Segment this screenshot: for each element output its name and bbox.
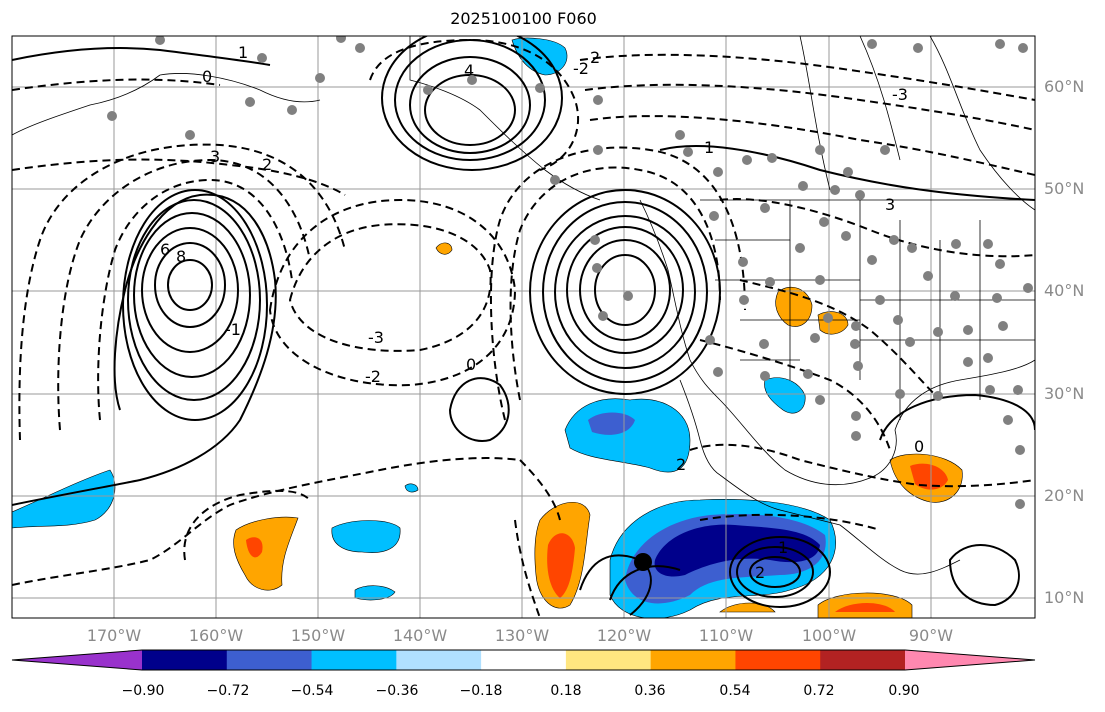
lon-label: 120°W [596, 626, 652, 645]
contour-label: 2 [755, 563, 765, 582]
shade-blue-small [354, 585, 396, 601]
colorbar-extend-low [12, 650, 142, 670]
lat-label: 60°N [1044, 77, 1085, 96]
lat-label: 50°N [1044, 179, 1085, 198]
contour-label: 4 [464, 61, 474, 80]
contour-label: 1 [778, 538, 788, 557]
shade-darkblue-gulf [588, 412, 635, 435]
contours [12, 36, 1035, 618]
contour-labels: 0 1 2 3 4 6 8 -1 -2 -3 2 3 1 0 1 2 2 -2 … [160, 43, 924, 582]
colorbar-segment [142, 650, 228, 670]
contour-label: 2 [590, 48, 600, 67]
contour-label: 3 [210, 147, 220, 166]
contour-label: 0 [202, 67, 212, 86]
colorbar-tick: −0.18 [459, 683, 503, 699]
lat-label: 10°N [1044, 588, 1085, 607]
lon-label: 100°W [801, 626, 857, 645]
contour-label: 2 [262, 155, 272, 174]
colorbar-segment [650, 650, 736, 670]
colorbar-tick: −0.36 [375, 683, 419, 699]
contour-label: 3 [885, 195, 895, 214]
lon-label: 170°W [86, 626, 142, 645]
lat-label: 40°N [1044, 281, 1085, 300]
shade-blue-tiny [404, 483, 419, 493]
colorbar-tick: −0.54 [290, 683, 334, 699]
colorbar-tick: 0.90 [888, 683, 920, 699]
contour-label: 0 [466, 355, 476, 374]
shaded-anomalies [12, 37, 963, 618]
contour-label: -3 [892, 85, 908, 104]
lon-label: 150°W [290, 626, 346, 645]
colorbar-tick: 0.36 [634, 683, 666, 699]
shade-orange-hawaii [233, 516, 299, 591]
colorbar-segment [735, 650, 821, 670]
graticule [12, 36, 1035, 618]
colorbar-segment [396, 650, 482, 670]
colorbar-tick: 0.72 [803, 683, 835, 699]
colorbar-extend-high [905, 650, 1035, 670]
colorbar-tick: 0.18 [550, 683, 582, 699]
contour-label: 8 [176, 247, 186, 266]
contour-label: -2 [365, 367, 381, 386]
colorbar-segment [820, 650, 906, 670]
colorbar-segment [565, 650, 652, 670]
colorbar [11, 649, 1036, 671]
station-dots [107, 36, 1033, 509]
colorbar-tick: −0.72 [206, 683, 250, 699]
shade-red-pacific [547, 533, 575, 598]
lon-label: 140°W [392, 626, 448, 645]
colorbar-segment [311, 650, 397, 670]
contour-label: -3 [368, 328, 384, 347]
shade-red-south2 [835, 603, 895, 612]
coastlines [12, 36, 1035, 575]
colorbar-outline [11, 649, 1036, 671]
lat-label: 30°N [1044, 384, 1085, 403]
contour-label: -1 [225, 320, 241, 339]
shade-red-hawaii [246, 537, 263, 558]
contour-label: 6 [160, 240, 170, 259]
colorbar-tick: 0.54 [719, 683, 751, 699]
contour-label: 1 [238, 43, 248, 62]
colorbar-tick: −0.90 [121, 683, 165, 699]
shade-red-gulf-east [910, 463, 948, 490]
lon-label: 110°W [698, 626, 754, 645]
shade-blue-central [331, 520, 401, 553]
colorbar-segment [226, 650, 313, 670]
contour-label: 1 [704, 138, 714, 157]
contour-label: 2 [676, 455, 686, 474]
lon-label: 160°W [188, 626, 244, 645]
lat-label: 20°N [1044, 486, 1085, 505]
lon-label: 130°W [494, 626, 550, 645]
shade-blue-texas [764, 377, 806, 414]
shade-orange-tiny [435, 242, 453, 255]
colorbar-segment [481, 650, 567, 670]
storm-center-marker [634, 553, 652, 571]
contour-label: -2 [573, 59, 589, 78]
map-title: 2025100100 F060 [450, 9, 597, 28]
lon-label: 90°W [908, 626, 954, 645]
contour-label: 0 [914, 437, 924, 456]
